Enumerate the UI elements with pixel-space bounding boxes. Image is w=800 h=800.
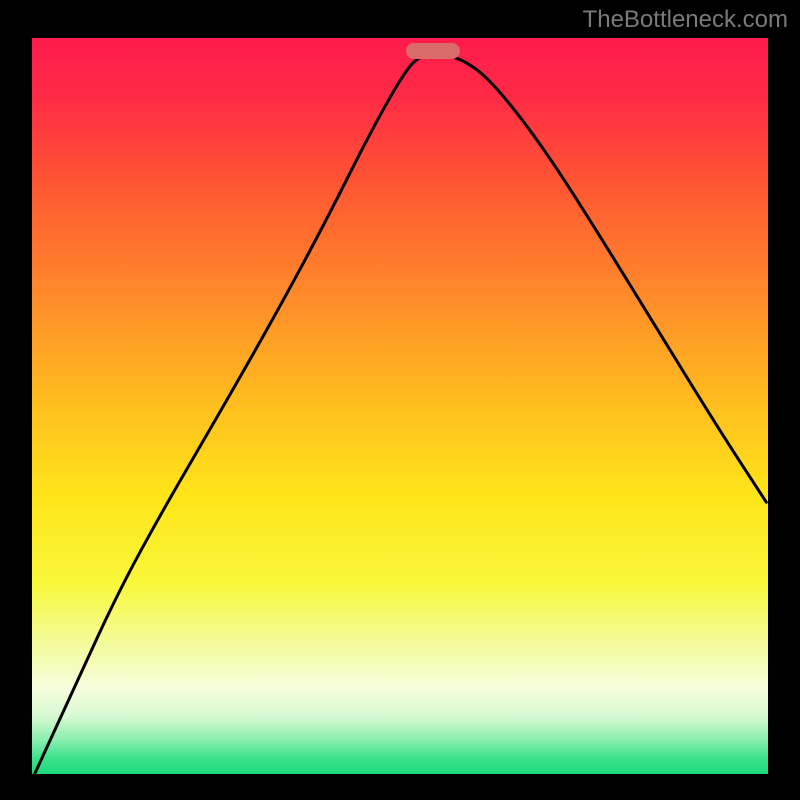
plot-area	[30, 36, 770, 776]
chart-canvas: TheBottleneck.com	[0, 0, 800, 800]
optimum-marker	[406, 43, 460, 59]
bottleneck-curve	[30, 36, 770, 776]
curve-path	[34, 54, 767, 776]
watermark-text: TheBottleneck.com	[583, 6, 788, 34]
